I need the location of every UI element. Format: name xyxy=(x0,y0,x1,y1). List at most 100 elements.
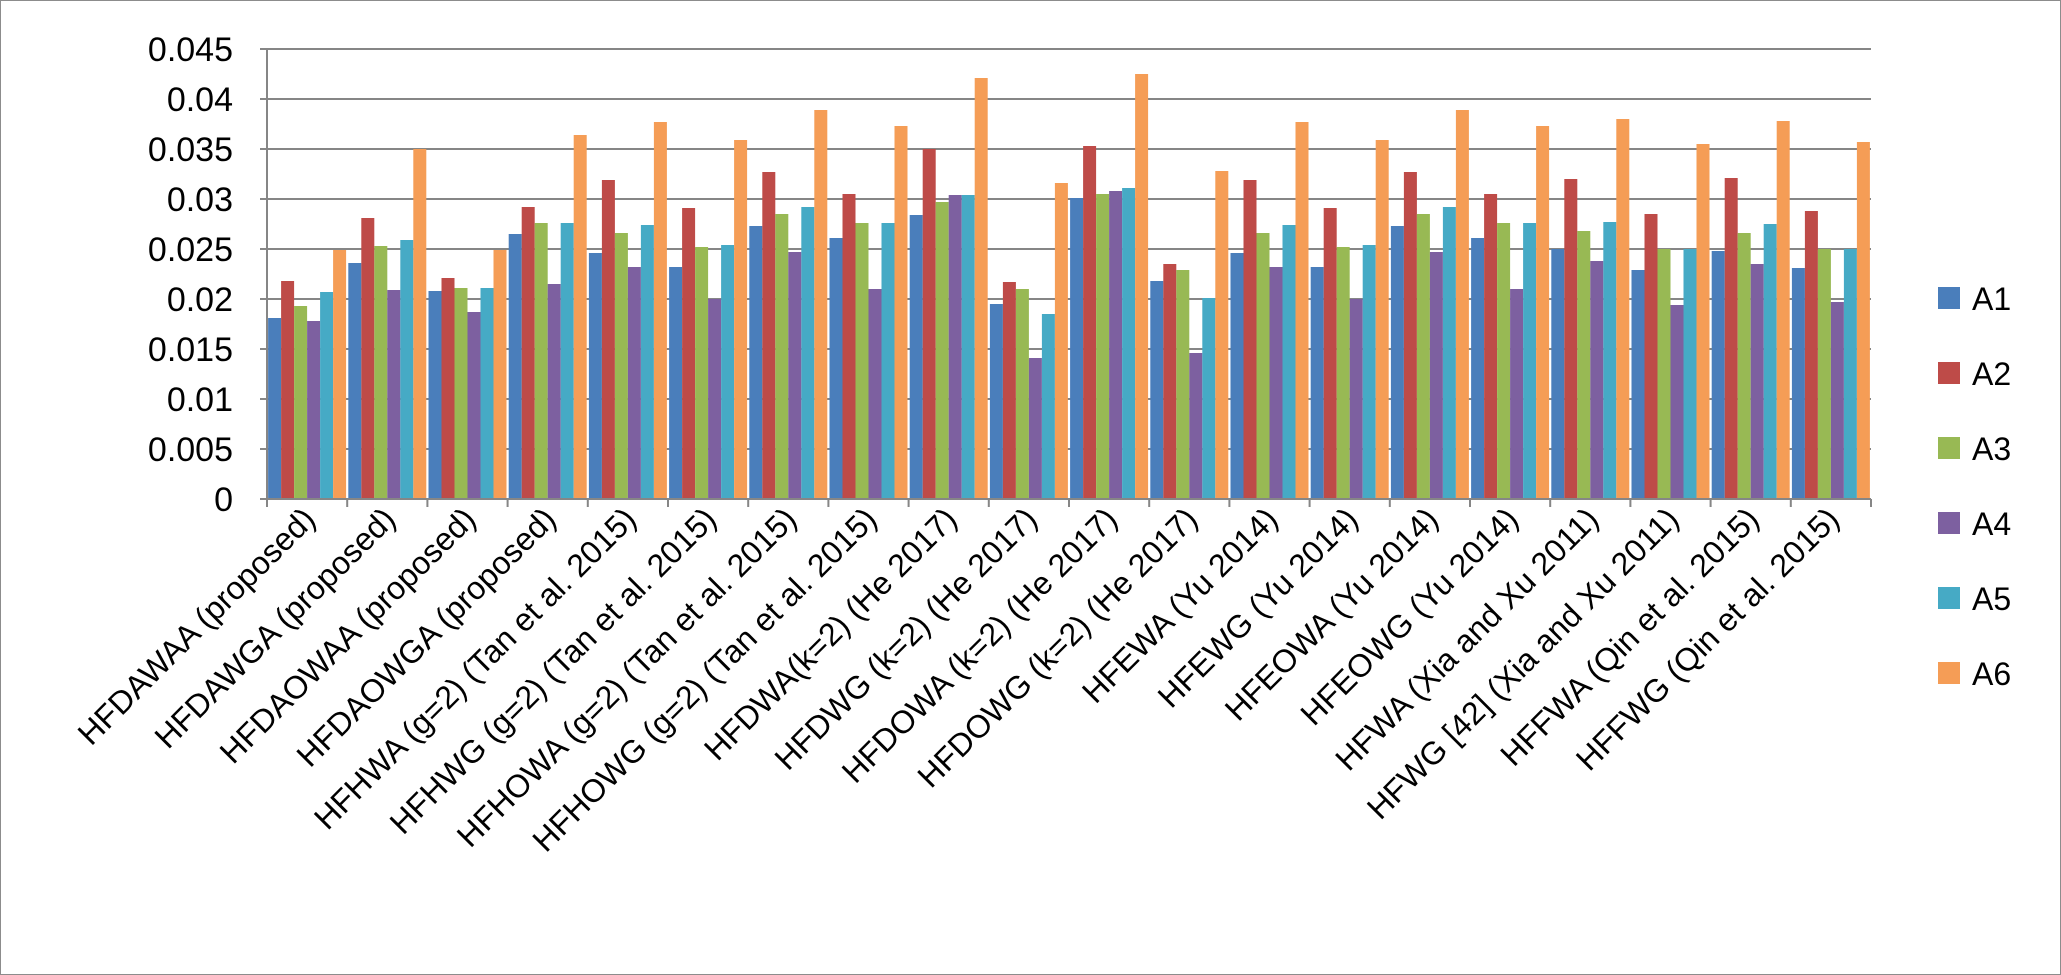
bar-a2 xyxy=(922,149,936,499)
bar-a5 xyxy=(1122,188,1136,499)
bar-a4 xyxy=(1830,302,1844,499)
bar-a5 xyxy=(801,207,815,499)
bar-a1 xyxy=(829,238,843,499)
bar-a1 xyxy=(669,267,683,499)
y-tick-label: 0 xyxy=(214,481,233,519)
bar-a4 xyxy=(1510,289,1524,499)
legend: A1 A2 A3 A4 A5 A6 xyxy=(1938,281,2011,692)
legend-label-a3: A3 xyxy=(1972,431,2011,467)
bar-a1 xyxy=(1150,281,1164,499)
bar-a2 xyxy=(1002,282,1016,499)
bar-a5 xyxy=(400,240,414,499)
bar-a2 xyxy=(361,218,375,499)
bar-a4 xyxy=(868,289,882,499)
bar-a3 xyxy=(775,214,789,499)
bar-a5 xyxy=(1603,222,1617,499)
bar-a6 xyxy=(1616,119,1630,499)
bar-a2 xyxy=(441,278,455,499)
y-tick-label: 0.03 xyxy=(167,181,233,219)
legend-label-a4: A4 xyxy=(1972,506,2011,542)
bar-a6 xyxy=(1696,144,1710,499)
bar-a5 xyxy=(1362,245,1376,499)
bar-a6 xyxy=(333,250,347,499)
bar-a6 xyxy=(1455,110,1469,499)
legend-label-a5: A5 xyxy=(1972,581,2011,617)
y-tick-label: 0.02 xyxy=(167,281,233,319)
legend-label-a2: A2 xyxy=(1972,356,2011,392)
bar-a1 xyxy=(1471,238,1485,499)
bar-a4 xyxy=(1590,261,1604,499)
y-tick-label: 0.01 xyxy=(167,381,233,419)
bar-a3 xyxy=(374,246,388,499)
bar-a1 xyxy=(909,215,923,499)
bars xyxy=(268,74,1870,499)
bar-a1 xyxy=(1070,198,1084,499)
legend-label-a6: A6 xyxy=(1972,656,2011,692)
bar-a4 xyxy=(788,252,802,499)
bar-a2 xyxy=(682,208,696,499)
bar-a1 xyxy=(1791,268,1805,499)
bar-a6 xyxy=(1054,183,1068,499)
bar-a3 xyxy=(454,288,468,499)
y-tick-label: 0.04 xyxy=(167,81,233,119)
bar-a3 xyxy=(695,247,709,499)
bar-a3 xyxy=(1737,233,1751,499)
legend-swatch-a2 xyxy=(1938,362,1960,384)
bar-a1 xyxy=(1230,253,1244,499)
bar-a4 xyxy=(708,299,722,499)
bar-a4 xyxy=(387,290,401,499)
y-tick-label: 0.025 xyxy=(148,231,233,269)
bar-a5 xyxy=(1523,223,1537,499)
legend-swatch-a6 xyxy=(1938,662,1960,684)
bar-a4 xyxy=(627,267,641,499)
y-tick-label: 0.005 xyxy=(148,431,233,469)
bar-a2 xyxy=(842,194,856,499)
bar-a3 xyxy=(1096,194,1110,499)
bar-a6 xyxy=(734,140,748,499)
bar-a2 xyxy=(1403,172,1417,499)
bar-a3 xyxy=(534,223,548,499)
bar-a3 xyxy=(294,306,308,499)
bar-a5 xyxy=(560,223,574,499)
bar-a6 xyxy=(653,122,667,499)
bar-a1 xyxy=(989,304,1003,499)
bar-a2 xyxy=(281,281,295,499)
bar-a2 xyxy=(1484,194,1498,499)
legend-swatch-a3 xyxy=(1938,437,1960,459)
bar-a1 xyxy=(588,253,602,499)
axes xyxy=(260,48,1872,507)
bar-a5 xyxy=(640,225,654,499)
bar-a6 xyxy=(894,126,908,499)
y-axis-tick-labels: 0 0.005 0.01 0.015 0.02 0.025 0.03 0.035 0.04 0.0… xyxy=(148,31,233,519)
bar-a4 xyxy=(1429,252,1443,499)
bar-a3 xyxy=(1176,270,1190,499)
bar-a3 xyxy=(1256,233,1270,499)
bar-a4 xyxy=(1349,299,1363,499)
bar-a4 xyxy=(1109,191,1123,499)
bar-a1 xyxy=(268,318,282,499)
bar-a2 xyxy=(601,180,615,499)
bar-a6 xyxy=(1856,142,1870,499)
bar-a4 xyxy=(1750,264,1764,499)
bar-a6 xyxy=(1295,122,1309,499)
bar-a4 xyxy=(1028,358,1042,499)
bar-a6 xyxy=(573,135,587,499)
bar-a1 xyxy=(508,234,522,499)
bar-a1 xyxy=(749,226,763,499)
bar-a3 xyxy=(1577,231,1591,499)
bar-a3 xyxy=(855,223,869,499)
bar-a3 xyxy=(935,202,949,499)
bar-a1 xyxy=(1390,226,1404,499)
bar-a1 xyxy=(1551,249,1565,499)
gridlines xyxy=(267,48,1871,450)
bar-a5 xyxy=(1041,314,1055,499)
bar-a5 xyxy=(1683,249,1697,499)
bar-a2 xyxy=(762,172,776,499)
bar-a5 xyxy=(1442,207,1456,499)
bar-a2 xyxy=(1083,146,1097,499)
bar-a6 xyxy=(1536,126,1550,499)
bar-a5 xyxy=(1282,225,1296,499)
bar-a5 xyxy=(961,195,975,499)
